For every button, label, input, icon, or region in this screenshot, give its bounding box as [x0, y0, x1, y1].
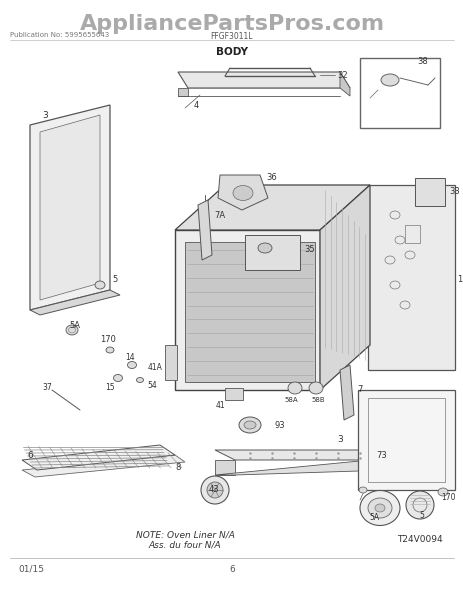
Text: 5: 5: [419, 511, 424, 520]
Text: 37: 37: [42, 383, 52, 392]
Text: 38: 38: [417, 58, 427, 67]
Polygon shape: [214, 460, 234, 475]
Ellipse shape: [257, 243, 271, 253]
Ellipse shape: [238, 417, 260, 433]
Text: 32: 32: [337, 70, 348, 79]
Text: 73: 73: [376, 451, 387, 460]
Ellipse shape: [244, 421, 256, 429]
Polygon shape: [357, 390, 454, 490]
Text: 41: 41: [215, 401, 225, 410]
Text: FFGF3011L: FFGF3011L: [210, 32, 253, 41]
Bar: [359, 58, 439, 128]
Text: 58B: 58B: [311, 397, 324, 403]
Ellipse shape: [200, 476, 229, 504]
Polygon shape: [214, 450, 389, 460]
Text: 5A: 5A: [69, 320, 80, 329]
Polygon shape: [198, 200, 212, 260]
Text: Publication No: 5995655643: Publication No: 5995655643: [10, 32, 109, 38]
Text: 6: 6: [27, 451, 33, 460]
Text: 01/15: 01/15: [18, 565, 44, 574]
Text: 3: 3: [337, 436, 342, 445]
Text: 1: 1: [457, 275, 462, 284]
Text: 93: 93: [274, 421, 285, 430]
Polygon shape: [178, 72, 349, 88]
Ellipse shape: [127, 361, 136, 368]
Text: 33: 33: [449, 187, 459, 196]
Polygon shape: [319, 185, 369, 390]
Polygon shape: [175, 230, 319, 390]
Text: 35: 35: [304, 245, 315, 254]
Polygon shape: [185, 242, 314, 382]
Bar: [225, 388, 243, 400]
Polygon shape: [22, 455, 185, 477]
Text: 6: 6: [229, 565, 234, 574]
Text: 5: 5: [112, 275, 118, 284]
Ellipse shape: [113, 374, 122, 382]
Text: 170: 170: [100, 335, 116, 344]
Ellipse shape: [206, 482, 223, 498]
Ellipse shape: [374, 504, 384, 512]
Text: BODY: BODY: [216, 47, 247, 57]
Text: 41A: 41A: [147, 364, 162, 373]
Bar: [244, 235, 300, 270]
Ellipse shape: [308, 382, 322, 394]
Bar: [414, 178, 444, 206]
Text: 5A: 5A: [368, 514, 378, 523]
Text: Ass. du four N/A: Ass. du four N/A: [148, 541, 221, 550]
Ellipse shape: [437, 488, 447, 496]
Text: 43: 43: [208, 485, 219, 494]
Polygon shape: [339, 72, 349, 96]
Text: T24V0094: T24V0094: [396, 535, 442, 544]
Text: 3: 3: [42, 110, 48, 119]
Text: 4: 4: [193, 100, 198, 109]
Text: 15: 15: [105, 383, 114, 392]
Ellipse shape: [405, 491, 433, 519]
Ellipse shape: [232, 185, 252, 200]
Text: AppliancePartsPros.com: AppliancePartsPros.com: [79, 14, 384, 34]
Ellipse shape: [359, 491, 399, 526]
Text: 7: 7: [357, 385, 362, 395]
Polygon shape: [30, 105, 110, 310]
Ellipse shape: [106, 347, 114, 353]
Polygon shape: [367, 185, 454, 370]
Ellipse shape: [66, 325, 78, 335]
Ellipse shape: [367, 498, 391, 518]
Text: 54: 54: [147, 380, 156, 389]
Polygon shape: [175, 185, 369, 230]
Polygon shape: [339, 365, 353, 420]
Polygon shape: [178, 88, 188, 96]
Text: NOTE: Oven Liner N/A: NOTE: Oven Liner N/A: [135, 530, 234, 539]
Polygon shape: [218, 175, 268, 210]
Bar: [404, 225, 419, 243]
Text: 8: 8: [175, 463, 180, 473]
Text: 170: 170: [440, 493, 454, 503]
Text: 14: 14: [125, 353, 135, 362]
Polygon shape: [214, 460, 389, 475]
Ellipse shape: [288, 382, 301, 394]
Bar: [165, 345, 176, 380]
Text: 58A: 58A: [283, 397, 297, 403]
Ellipse shape: [380, 74, 398, 86]
Text: 7A: 7A: [214, 211, 225, 220]
Polygon shape: [40, 115, 100, 300]
Polygon shape: [22, 445, 175, 470]
Ellipse shape: [136, 377, 143, 383]
Text: 36: 36: [266, 173, 277, 181]
Ellipse shape: [358, 487, 366, 493]
Ellipse shape: [95, 281, 105, 289]
Polygon shape: [30, 290, 120, 315]
